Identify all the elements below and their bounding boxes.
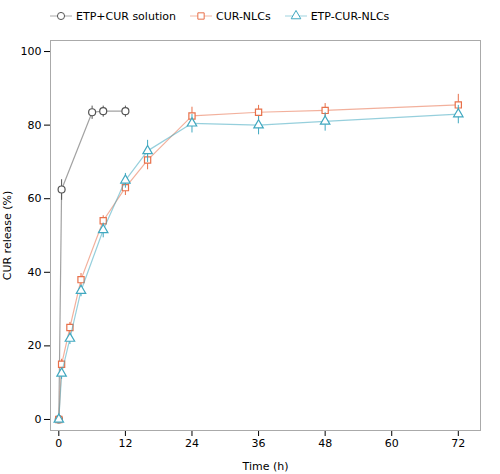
html-text:CUR-NLCs: CUR-NLCs — [216, 9, 271, 23]
svg-text:0: 0 — [35, 413, 42, 426]
svg-text:0: 0 — [55, 437, 62, 450]
svg-text:60: 60 — [28, 192, 42, 205]
svg-text:60: 60 — [385, 437, 399, 450]
html-text:ETP-CUR-NLCs: ETP-CUR-NLCs — [310, 9, 390, 23]
svg-text:24: 24 — [185, 437, 199, 450]
svg-text:48: 48 — [318, 437, 332, 450]
html-text:ETP+CUR solution: ETP+CUR solution — [76, 9, 176, 23]
svg-text:20: 20 — [28, 339, 42, 352]
svg-text:72: 72 — [451, 437, 465, 450]
svg-text:CUR release (%): CUR release (%) — [1, 191, 14, 281]
svg-text:36: 36 — [252, 437, 266, 450]
svg-text:100: 100 — [21, 45, 42, 58]
svg-text:12: 12 — [118, 437, 132, 450]
svg-text:Time (h): Time (h) — [242, 460, 289, 473]
svg-text:40: 40 — [28, 266, 42, 279]
svg-text:80: 80 — [28, 119, 42, 132]
